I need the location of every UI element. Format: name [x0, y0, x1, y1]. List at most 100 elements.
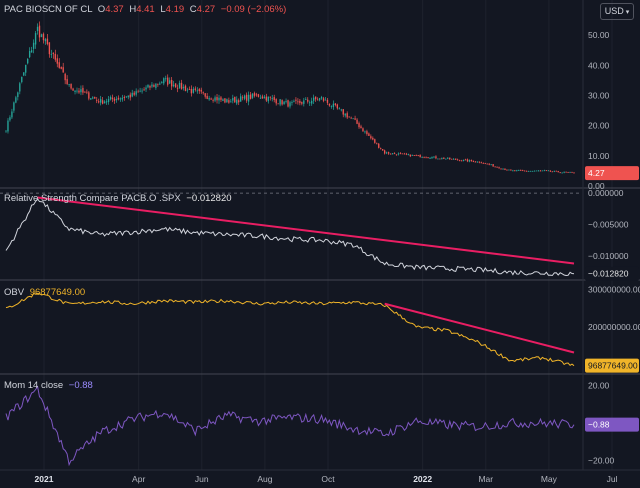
- candle-body[interactable]: [543, 170, 546, 172]
- candle-body[interactable]: [255, 94, 258, 96]
- candle-body[interactable]: [510, 169, 512, 171]
- symbol-label[interactable]: PAC BIOSCN OF CL: [4, 4, 93, 15]
- candle-body[interactable]: [163, 78, 165, 84]
- obv-series[interactable]: [5, 292, 575, 367]
- candle-body[interactable]: [512, 170, 514, 172]
- candle-body[interactable]: [131, 92, 133, 97]
- candle-body[interactable]: [38, 25, 41, 38]
- candle-body[interactable]: [496, 166, 498, 168]
- candle-body[interactable]: [222, 99, 224, 102]
- candle-body[interactable]: [192, 88, 195, 93]
- candle-body[interactable]: [7, 120, 9, 132]
- candle-body[interactable]: [417, 155, 419, 156]
- candle-body[interactable]: [76, 90, 78, 92]
- candle-body[interactable]: [153, 85, 155, 87]
- candle-body[interactable]: [559, 172, 561, 174]
- candle-body[interactable]: [109, 97, 112, 100]
- candle-body[interactable]: [107, 98, 110, 102]
- candle-body[interactable]: [454, 158, 457, 160]
- candle-body[interactable]: [399, 153, 402, 154]
- candle-body[interactable]: [135, 91, 137, 95]
- candle-body[interactable]: [58, 62, 60, 68]
- candle-body[interactable]: [208, 97, 210, 100]
- candle-body[interactable]: [539, 170, 542, 172]
- candle-body[interactable]: [224, 98, 226, 103]
- candle-body[interactable]: [447, 157, 449, 159]
- candle-body[interactable]: [159, 83, 161, 85]
- candle-body[interactable]: [249, 94, 252, 99]
- candle-body[interactable]: [30, 50, 33, 53]
- candle-body[interactable]: [387, 152, 390, 154]
- candle-body[interactable]: [385, 152, 388, 154]
- candle-body[interactable]: [441, 157, 443, 159]
- candle-body[interactable]: [155, 83, 157, 88]
- rsc-series[interactable]: [0, 192, 582, 277]
- candle-body[interactable]: [129, 94, 131, 98]
- candle-body[interactable]: [277, 103, 279, 105]
- candle-body[interactable]: [186, 89, 189, 91]
- candle-body[interactable]: [462, 159, 465, 161]
- candle-body[interactable]: [326, 99, 329, 103]
- candle-body[interactable]: [240, 96, 242, 102]
- candle-body[interactable]: [19, 83, 21, 92]
- candle-body[interactable]: [445, 158, 447, 160]
- candle-body[interactable]: [419, 154, 421, 158]
- candle-body[interactable]: [541, 170, 544, 172]
- candle-body[interactable]: [391, 153, 394, 155]
- currency-dropdown[interactable]: USD ▾: [600, 3, 634, 20]
- candle-body[interactable]: [354, 118, 356, 120]
- candle-body[interactable]: [214, 97, 216, 101]
- candle-body[interactable]: [403, 153, 406, 155]
- candle-body[interactable]: [494, 166, 496, 168]
- candle-body[interactable]: [293, 100, 295, 102]
- candle-body[interactable]: [103, 101, 106, 104]
- candle-body[interactable]: [305, 99, 307, 101]
- candle-body[interactable]: [405, 153, 408, 155]
- candle-body[interactable]: [409, 154, 411, 157]
- candle-body[interactable]: [312, 97, 315, 101]
- candle-body[interactable]: [500, 168, 502, 170]
- candle-body[interactable]: [202, 92, 204, 94]
- candle-body[interactable]: [490, 164, 492, 166]
- candle-body[interactable]: [342, 109, 344, 115]
- candle-body[interactable]: [212, 99, 214, 101]
- candle-body[interactable]: [88, 92, 90, 99]
- rsc-line[interactable]: [5, 198, 575, 277]
- candle-body[interactable]: [99, 99, 102, 103]
- candle-body[interactable]: [456, 159, 459, 161]
- candle-body[interactable]: [356, 119, 358, 124]
- candle-body[interactable]: [259, 97, 262, 99]
- candle-body[interactable]: [488, 163, 490, 165]
- candle-body[interactable]: [340, 109, 342, 111]
- candle-body[interactable]: [344, 113, 346, 116]
- candle-body[interactable]: [216, 97, 218, 101]
- candle-body[interactable]: [561, 172, 563, 174]
- candle-body[interactable]: [297, 101, 299, 103]
- candle-body[interactable]: [468, 160, 471, 162]
- candle-body[interactable]: [52, 52, 55, 54]
- candle-body[interactable]: [86, 91, 88, 93]
- candle-body[interactable]: [362, 128, 364, 132]
- candle-body[interactable]: [27, 58, 29, 64]
- candle-body[interactable]: [48, 42, 51, 55]
- candle-body[interactable]: [330, 106, 333, 107]
- candle-body[interactable]: [453, 158, 455, 160]
- candle-body[interactable]: [11, 111, 13, 118]
- candle-body[interactable]: [200, 89, 202, 92]
- candle-body[interactable]: [111, 97, 114, 100]
- candle-body[interactable]: [301, 102, 303, 104]
- candle-body[interactable]: [533, 170, 536, 172]
- candle-body[interactable]: [40, 34, 43, 37]
- candle-body[interactable]: [506, 169, 508, 171]
- candle-body[interactable]: [498, 167, 500, 169]
- candle-body[interactable]: [531, 170, 534, 172]
- candle-body[interactable]: [34, 33, 37, 45]
- candle-body[interactable]: [25, 64, 27, 73]
- candle-body[interactable]: [263, 96, 266, 99]
- candle-body[interactable]: [382, 149, 384, 151]
- candle-body[interactable]: [435, 156, 437, 159]
- candle-body[interactable]: [121, 97, 124, 100]
- candle-body[interactable]: [139, 90, 141, 92]
- candle-body[interactable]: [21, 76, 23, 83]
- candle-body[interactable]: [573, 172, 575, 174]
